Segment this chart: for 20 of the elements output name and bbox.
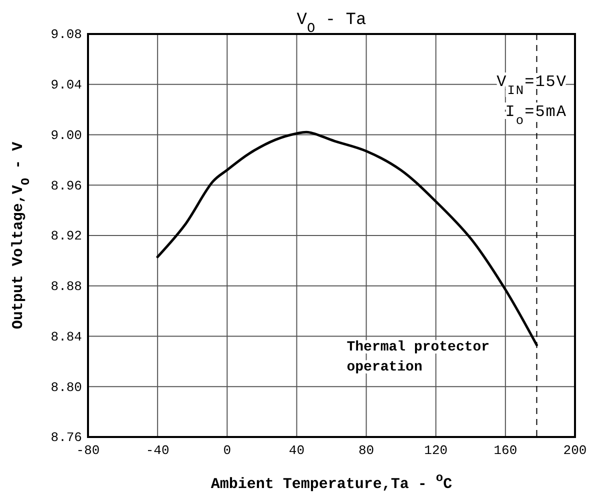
chart-title: V$_{O}$ - Ta xyxy=(296,11,366,36)
y-tick-label: 9.08 xyxy=(50,27,82,42)
x-tick-label: 120 xyxy=(424,443,448,458)
x-tick-label: 200 xyxy=(563,443,587,458)
y-tick-label: 8.80 xyxy=(50,380,82,395)
x-tick-label: 160 xyxy=(494,443,518,458)
x-tick-label: -80 xyxy=(76,443,100,458)
x-tick-label: -40 xyxy=(146,443,170,458)
y-tick-label: 9.00 xyxy=(50,128,82,143)
y-tick-label: 9.04 xyxy=(50,78,82,93)
x-tick-label: 80 xyxy=(358,443,374,458)
y-tick-label: 8.76 xyxy=(50,430,82,446)
annotation: I$_{o}$=5mA xyxy=(505,103,567,128)
x-tick-label: 0 xyxy=(223,443,232,458)
y-tick-label: 8.96 xyxy=(50,178,82,194)
y-tick-label: 8.84 xyxy=(50,329,82,344)
x-axis-title: Ambient Temperature,Ta - $^{o}$C xyxy=(210,471,452,493)
y-tick-label: 8.92 xyxy=(50,228,82,244)
x-tick-label: 40 xyxy=(288,443,305,458)
y-tick-label: 8.88 xyxy=(50,279,82,294)
